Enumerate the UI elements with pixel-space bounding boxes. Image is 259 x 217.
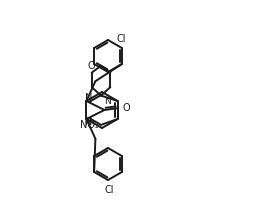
Text: O: O (87, 61, 95, 71)
Text: N: N (104, 97, 111, 106)
Text: Cl: Cl (116, 34, 126, 44)
Text: NO₂: NO₂ (80, 120, 99, 130)
Text: Cl: Cl (104, 185, 114, 195)
Text: O: O (122, 103, 130, 113)
Text: N: N (85, 117, 92, 127)
Text: N: N (85, 93, 92, 103)
